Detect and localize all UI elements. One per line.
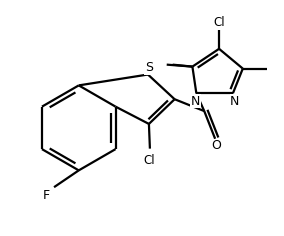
Text: O: O [211,139,221,152]
Text: N: N [191,95,200,108]
Text: Cl: Cl [213,16,225,29]
Text: F: F [43,189,50,202]
Text: Cl: Cl [143,154,155,167]
Text: N: N [230,95,240,108]
Text: S: S [145,61,153,74]
